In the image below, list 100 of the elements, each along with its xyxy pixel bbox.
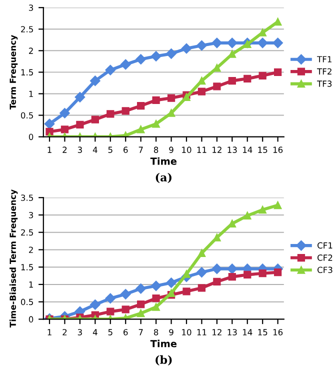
point [198,284,206,292]
point [274,201,282,210]
point [150,280,162,291]
point [137,300,145,308]
y-tick-label: 0 [28,134,34,140]
x-tick-label: 6 [124,329,128,336]
point [274,68,282,76]
point [136,54,146,64]
x-tick-label: 6 [124,146,128,153]
text: (b) [156,355,172,366]
point [60,108,70,118]
legend-label: CF3 [318,266,332,274]
x-tick-label: 14 [242,329,252,336]
point [150,51,162,62]
x-tick-label: 3 [78,329,82,336]
point [213,82,221,90]
x-axis-title: Time [150,157,177,165]
point [137,309,145,318]
y-tick-label: 3 [29,212,34,218]
point [196,40,207,51]
point [213,64,221,72]
x-tick-label: 4 [92,329,98,336]
point [90,299,100,310]
x-tick-label: 8 [154,329,158,336]
x-tick-label: 12 [212,146,222,153]
point [198,249,206,258]
point [228,272,236,281]
point [213,234,221,242]
y-tick-label: 3 [29,4,34,11]
x-tick-label: 13 [228,329,237,336]
x-tick-label: 11 [197,329,206,336]
point [228,76,236,85]
point [44,118,55,129]
point [137,102,145,110]
x-tick-label: 10 [182,329,192,336]
point [227,264,238,274]
x-tick-label: 1 [48,329,52,336]
point [167,94,176,102]
point [274,268,282,276]
point [227,38,238,48]
point [212,264,222,274]
x-tick-label: 14 [242,146,252,153]
x-tick-label: 1 [48,146,52,153]
point [244,270,252,279]
x-tick-label: 9 [169,146,174,153]
point [106,110,114,118]
point [257,38,268,48]
legend-label: TF2 [317,68,332,74]
point [60,126,69,134]
x-tick-label: 5 [108,329,112,336]
point [258,206,266,214]
y-tick-label: 2.5 [21,26,33,32]
x-tick-label: 2 [62,146,67,153]
point [106,308,114,316]
x-tick-label: 4 [92,146,98,153]
point [274,18,282,26]
x-tick-label: 11 [197,146,206,153]
point [152,96,160,104]
point [105,293,116,304]
point [213,278,221,286]
point [258,72,266,80]
point [91,116,99,124]
legend-label: TF3 [317,80,332,87]
x-tick-label: 5 [108,146,112,153]
y-tick-label: 2.5 [21,229,33,236]
y-tick-label: 1.5 [21,264,33,270]
x-tick-label: 10 [182,146,192,153]
point [166,48,176,59]
point [212,38,222,48]
point [166,278,176,288]
point [90,76,100,86]
point [181,43,192,54]
x-tick-label: 7 [138,329,143,336]
point [182,288,190,296]
point [244,40,252,48]
point [152,294,160,302]
y-tick-label: 0.5 [20,112,33,119]
point [198,76,206,85]
x-tick-label: 3 [78,146,82,153]
x-tick-label: 2 [62,329,67,336]
point [122,107,130,115]
y-tick-label: 1.5 [21,69,33,76]
point [137,126,145,134]
point [76,120,84,129]
point [198,88,206,96]
point [152,303,160,311]
point [136,284,146,294]
point [228,50,236,58]
legend-label: CF1 [318,242,332,249]
legend-label: CF2 [318,254,332,261]
y-tick-label: 3.5 [21,194,33,201]
y-tick-label: 2 [29,246,33,253]
x-tick-label: 13 [228,146,237,153]
y-tick-label: 2 [29,48,33,54]
x-tick-label: 7 [138,146,143,153]
x-tick-label: 15 [258,146,268,153]
y-tick-label: 1 [29,282,33,288]
x-tick-label: 12 [212,329,222,336]
y-axis-title: Term Frequency [10,35,18,110]
point [74,92,86,102]
